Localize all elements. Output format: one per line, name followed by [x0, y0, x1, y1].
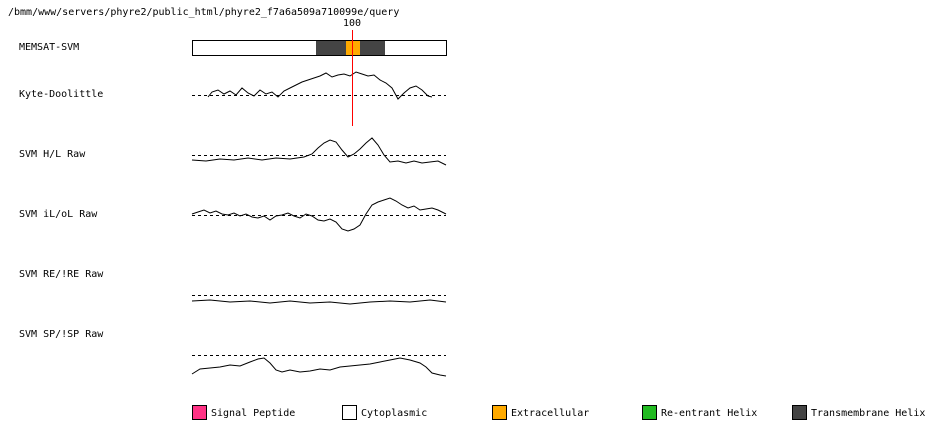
legend-swatch — [792, 405, 807, 420]
re-trace — [191, 299, 447, 305]
track-label: SVM RE/!RE Raw — [19, 269, 104, 280]
sp-trace — [191, 357, 447, 377]
legend-label: Transmembrane Helix — [811, 408, 925, 419]
legend-swatch — [492, 405, 507, 420]
legend-swatch — [342, 405, 357, 420]
legend-label: Signal Peptide — [211, 408, 295, 419]
hl-trace — [191, 137, 447, 166]
track-label: SVM iL/oL Raw — [19, 209, 98, 220]
legend-label: Extracellular — [511, 408, 589, 419]
legend: Signal Peptide Cytoplasmic Extracellular… — [192, 405, 925, 420]
tm-segment — [360, 41, 385, 55]
il-trace — [191, 197, 447, 232]
legend-label: Re-entrant Helix — [661, 408, 757, 419]
track-label: MEMSAT-SVM — [19, 42, 79, 53]
marker-label: 100 — [343, 18, 361, 29]
kd-trace — [207, 71, 433, 100]
track-label: Kyte-Doolittle — [19, 89, 103, 100]
legend-swatch — [642, 405, 657, 420]
legend-swatch — [192, 405, 207, 420]
track-label: SVM H/L Raw — [19, 149, 86, 160]
file-path: /bmm/www/servers/phyre2/public_html/phyr… — [8, 7, 399, 18]
tm-segment — [316, 41, 346, 55]
track-label: SVM SP/!SP Raw — [19, 329, 104, 340]
legend-label: Cytoplasmic — [361, 408, 427, 419]
